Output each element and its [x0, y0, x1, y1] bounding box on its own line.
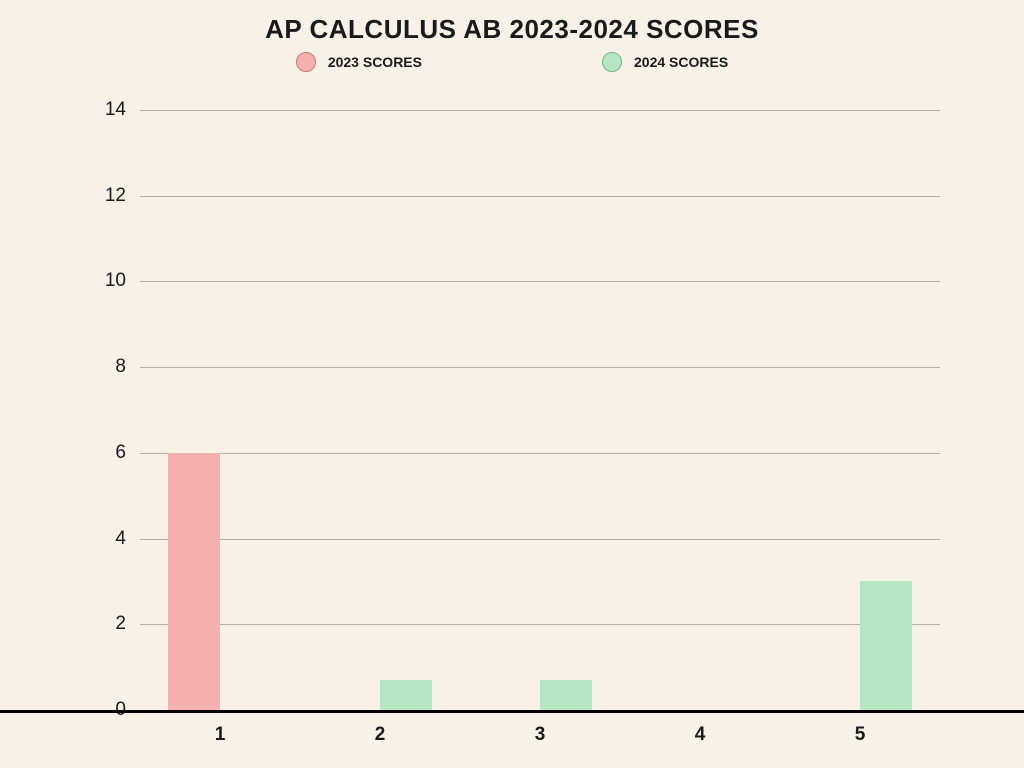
gridline: [140, 281, 940, 282]
legend-swatch-2023: [296, 52, 316, 72]
x-tick-label: 2: [375, 710, 386, 746]
legend-swatch-2024: [602, 52, 622, 72]
plot-area: 0246810121412345: [140, 110, 940, 710]
gridline: [140, 453, 940, 454]
legend-item-2023: 2023 SCORES: [296, 52, 422, 72]
x-tick-label: 1: [215, 710, 226, 746]
x-tick-label: 4: [695, 710, 706, 746]
y-tick-label: 10: [105, 270, 140, 292]
gridline: [140, 539, 940, 540]
bar-2023-1: [168, 453, 220, 710]
gridline: [140, 110, 940, 111]
y-tick-label: 12: [105, 185, 140, 207]
bar-2024-2: [380, 680, 432, 710]
bar-2024-3: [540, 680, 592, 710]
legend-label-2023: 2023 SCORES: [328, 54, 422, 70]
y-tick-label: 4: [115, 528, 140, 550]
y-tick-label: 2: [115, 613, 140, 635]
y-tick-label: 6: [115, 442, 140, 464]
x-tick-label: 3: [535, 710, 546, 746]
x-axis-line: [0, 710, 1024, 713]
chart-title: AP CALCULUS AB 2023-2024 SCORES: [0, 14, 1024, 45]
x-tick-label: 5: [855, 710, 866, 746]
gridline: [140, 624, 940, 625]
gridline: [140, 367, 940, 368]
y-tick-label: 14: [105, 99, 140, 121]
gridline: [140, 196, 940, 197]
chart-legend: 2023 SCORES 2024 SCORES: [0, 52, 1024, 72]
chart-container: AP CALCULUS AB 2023-2024 SCORES 2023 SCO…: [0, 0, 1024, 768]
bar-2024-5: [860, 581, 912, 710]
legend-item-2024: 2024 SCORES: [602, 52, 728, 72]
y-tick-label: 8: [115, 356, 140, 378]
legend-label-2024: 2024 SCORES: [634, 54, 728, 70]
